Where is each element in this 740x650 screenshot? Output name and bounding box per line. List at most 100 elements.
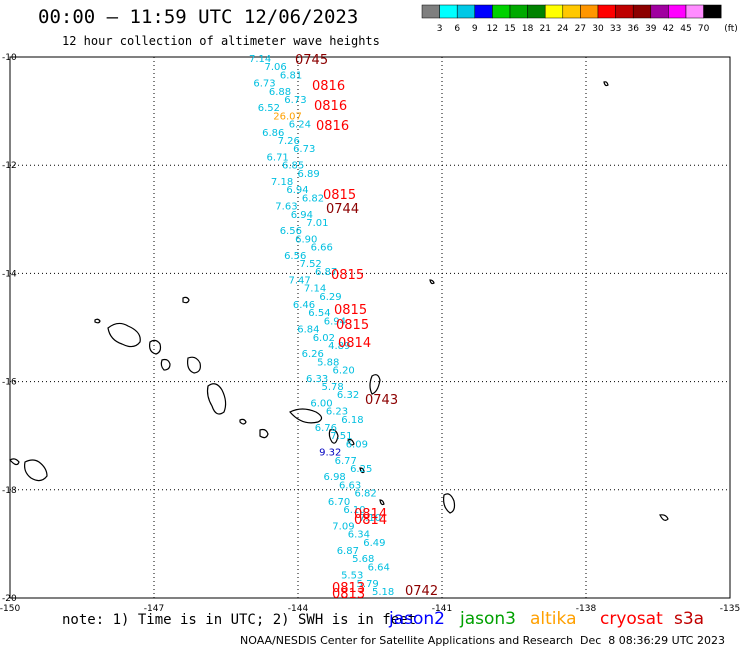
swh-value: 4.89 [328,341,350,352]
island [659,514,669,521]
pass-time: 0815 [331,268,364,283]
swh-value: 7.10 [359,513,381,524]
island [24,459,48,482]
scale-tick: 24 [557,24,569,34]
lon-label: -147 [144,604,164,614]
swh-value: 6.56 [284,251,306,262]
scale-tick: 42 [663,24,674,34]
scale-tick: 3 [437,24,443,34]
swh-value: 7.26 [278,136,300,147]
scale-unit: (ft) [724,24,738,34]
scale-swatch [632,4,652,19]
swh-value: 9.32 [319,448,341,459]
scale-tick: 30 [592,24,604,34]
swh-value: 6.52 [258,103,280,114]
scale-tick: 21 [539,24,550,34]
swh-value: 6.63 [339,480,361,491]
lat-label: -12 [2,161,17,171]
pass-time: 0745 [295,53,328,68]
lat-label: -10 [2,53,17,63]
swh-value: 7.06 [264,62,286,73]
island [328,429,339,444]
swh-value: 7.63 [275,202,297,213]
scale-tick: 18 [522,24,534,34]
swh-value: 7.18 [271,177,293,188]
scale-swatch [527,4,546,19]
swh-value: 7.01 [306,218,328,229]
pass-time: 0814 [338,336,371,351]
swh-value: 6.73 [293,144,315,155]
swh-value: 6.94 [324,316,346,327]
swh-value: 6.73 [253,79,275,90]
chart-subtitle: 12 hour collection of altimeter wave hei… [62,34,380,48]
sat-cryosat: cryosat [600,609,663,629]
island [603,81,609,87]
scale-tick: 45 [680,24,691,34]
swh-value: 6.56 [280,226,302,237]
scale-swatch [456,4,476,19]
scale-tick: 12 [487,24,498,34]
scale-tick: 33 [610,24,621,34]
swh-value: 6.34 [348,530,370,541]
swh-value: 6.82 [354,489,376,500]
island [429,279,435,285]
swh-value: 7.51 [330,431,352,442]
swh-value: 6.98 [324,472,346,483]
lon-label: -135 [720,604,740,614]
swh-value: 6.32 [337,390,359,401]
island [94,318,101,324]
swh-value: 6.33 [306,374,328,385]
swh-value: 6.86 [262,128,284,139]
pass-time: 0815 [323,188,356,203]
island [239,418,247,425]
swh-value: 6.24 [289,120,311,131]
swh-value: 6.81 [280,70,302,81]
scale-tick: 15 [504,24,515,34]
swh-value: 6.26 [302,349,324,360]
scale-tick: 70 [698,24,710,34]
island [107,322,141,348]
swh-value: 6.54 [308,308,330,319]
pass-time: 0816 [316,119,349,134]
lon-label: -138 [576,604,597,614]
scale-swatch [668,4,687,19]
swh-value: 6.66 [311,243,333,254]
scale-swatch [580,4,599,19]
credit-line: NOAA/NESDIS Center for Satellite Applica… [240,634,574,647]
swh-value: 5.18 [372,587,394,598]
island [369,374,381,395]
swh-value: 6.87 [337,546,359,557]
swh-value: 6.64 [368,562,390,573]
swh-value: 6.77 [335,456,357,467]
scale-swatch [703,4,722,19]
swh-value: 5.79 [357,579,379,590]
swh-value: 6.46 [293,300,315,311]
lat-lon-grid: -10 -12 -14 -16 -18 -20-150 -147 -144 -141 -138 -1… [0,53,740,614]
footer-note: note: 1) Time is in UTC; 2) SWH is in fe… [62,612,417,628]
scale-tick: 9 [472,24,478,34]
swh-value: 26.07 [273,111,302,122]
swh-value: 6.02 [313,333,335,344]
sat-s3a: s3a [674,609,705,629]
pass-time: 0743 [365,393,398,408]
sat-jason3: jason3 [460,609,516,629]
pass-time: 0814 [354,513,387,528]
scale-swatch [509,4,528,19]
swh-value: 6.88 [269,87,291,98]
swh-value: 6.90 [295,234,317,245]
pass-time: 0814 [354,507,387,522]
island [259,428,269,439]
swh-value: 6.10 [343,505,365,516]
scale-tick: 6 [454,24,460,34]
swh-value: 6.84 [297,325,319,336]
scale-swatch [597,4,616,19]
island [347,438,355,446]
swh-value: 5.53 [341,571,363,582]
swh-value: 6.00 [310,398,332,409]
pass-time: 0815 [336,318,369,333]
lat-label: -14 [2,269,17,279]
pass-time: 0813 [332,581,365,596]
swh-value: 6.18 [341,415,363,426]
pass-times: 0745081608160816081507440815081508150814… [295,53,438,602]
